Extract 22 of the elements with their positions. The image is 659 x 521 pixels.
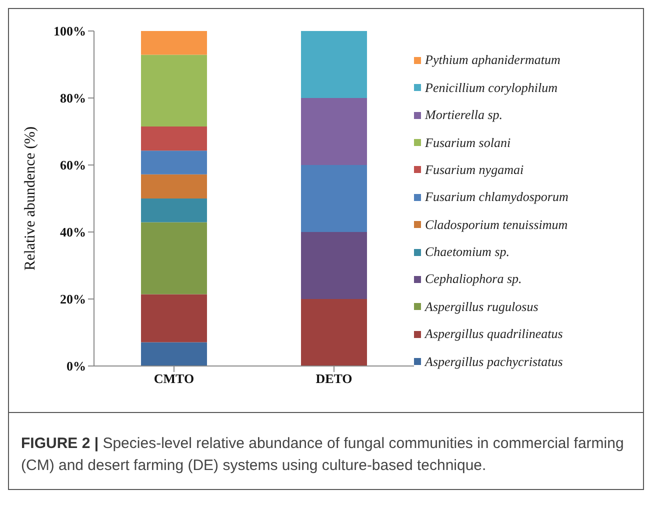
y-tick-label: 40% [60,224,86,240]
legend-label: Chaetomium sp. [425,244,510,260]
y-tick-label: 0% [66,358,86,374]
legend-label: Fusarium nygamai [425,162,524,178]
legend-label: Aspergillus rugulosus [425,298,538,315]
legend-label: Pythium aphanidermatum [425,52,560,68]
legend-label: Aspergillus pachycristatus [425,354,563,370]
x-tick-label: DETO [316,371,352,386]
y-axis-title: Relative abundence (%) [22,126,38,271]
legend-label: Fusarium chlamydosporum [425,189,568,206]
legend-label: Mortierella sp. [425,107,503,124]
legend-label: Penicillium corylophilum [425,80,558,96]
legend-label: Cephaliophora sp. [425,271,522,288]
legend-label: Cladosporium tenuissimum [425,216,568,233]
legend-label: Aspergillus quadrilineatus [425,326,563,342]
caption: FIGURE 2 | Species-level relative abundance of fungal communities in commercial farming (CM) and desert farming (DE) systems using culture-based technique. [20,434,625,476]
legend-label: Fusarium solani [425,134,511,151]
y-tick-label: 80% [60,90,86,106]
y-tick-label: 20% [60,292,86,307]
x-tick-label: CMTO [154,371,194,386]
y-tick-label: 100% [54,24,86,39]
y-tick-label: 60% [60,158,86,173]
